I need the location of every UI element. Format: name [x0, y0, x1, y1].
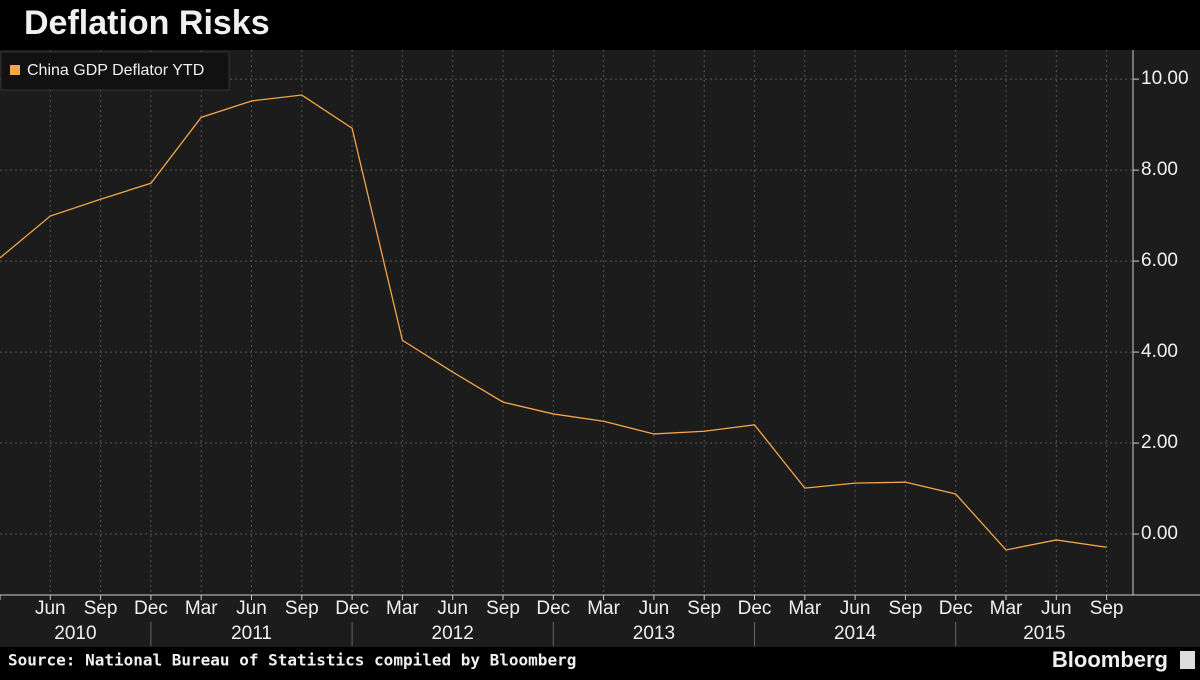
x-group-label: 2012 — [432, 623, 474, 644]
source: Source: National Bureau of Statistics co… — [8, 651, 576, 670]
y-tick-label: 0.00 — [1141, 523, 1178, 544]
x-tick-label: Jun — [840, 598, 871, 619]
x-tick-label: Jun — [236, 598, 267, 619]
x-tick-label: Jun — [35, 598, 66, 619]
chart-title: Deflation Risks — [24, 4, 270, 42]
x-group-label: 2011 — [231, 623, 272, 644]
x-tick-label: Sep — [84, 598, 118, 619]
x-group-label: 2013 — [633, 623, 675, 644]
x-tick-label: Mar — [587, 598, 620, 619]
plot-background — [0, 50, 1200, 647]
x-tick-label: Dec — [536, 598, 570, 619]
brand-icon — [1180, 651, 1195, 669]
x-tick-label: Dec — [939, 598, 973, 619]
x-tick-label: Jun — [437, 598, 468, 619]
x-tick-label: Sep — [1090, 598, 1124, 619]
x-group-label: 2010 — [54, 623, 96, 644]
y-tick-label: 4.00 — [1141, 341, 1178, 362]
y-tick-label: 10.00 — [1141, 68, 1189, 89]
x-tick-label: Jun — [1041, 598, 1072, 619]
x-tick-label: Mar — [386, 598, 419, 619]
y-tick-label: 6.00 — [1141, 250, 1178, 271]
x-tick-label: Mar — [788, 598, 821, 619]
legend-box — [0, 51, 230, 91]
legend-label: China GDP Deflator YTD — [27, 62, 204, 79]
y-tick-label: 2.00 — [1141, 432, 1178, 453]
x-tick-label: Dec — [738, 598, 772, 619]
x-tick-label: Sep — [486, 598, 520, 619]
x-group-label: 2014 — [834, 623, 877, 644]
x-tick-label: Dec — [335, 598, 369, 619]
legend-swatch — [10, 65, 20, 75]
x-tick-label: Sep — [687, 598, 721, 619]
x-tick-label: Sep — [285, 598, 319, 619]
brand: Bloomberg — [1052, 647, 1168, 672]
y-tick-label: 8.00 — [1141, 159, 1178, 180]
x-tick-label: Mar — [185, 598, 218, 619]
x-tick-label: Jun — [639, 598, 670, 619]
x-tick-label: Dec — [134, 598, 168, 619]
x-tick-label: Mar — [990, 598, 1023, 619]
x-tick-label: Sep — [888, 598, 922, 619]
x-group-label: 2015 — [1023, 623, 1065, 644]
line — [0, 94, 1107, 551]
